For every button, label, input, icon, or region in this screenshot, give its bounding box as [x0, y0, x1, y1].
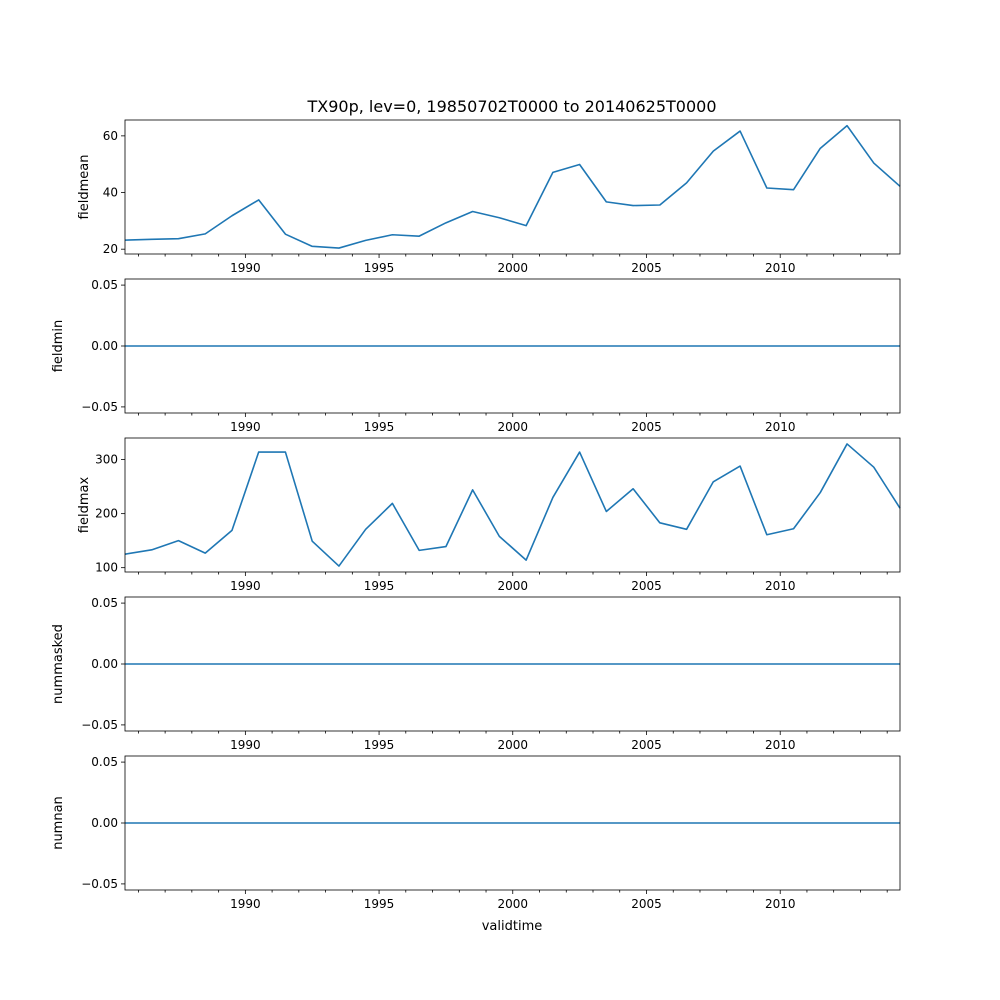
fieldmean-y-tick-label: 40: [103, 186, 118, 200]
fieldmin-y-tick-label: 0.05: [91, 278, 118, 292]
fieldmin-x-tick-label: 2010: [765, 420, 796, 434]
nummasked-y-axis-label: nummasked: [51, 624, 66, 704]
fieldmax-x-tick-label: 2010: [765, 579, 796, 593]
chart-title: TX90p, lev=0, 19850702T0000 to 20140625T…: [306, 97, 716, 116]
nummasked-y-tick-label: −0.05: [81, 718, 118, 732]
x-axis-label: validtime: [482, 919, 543, 934]
fieldmean-x-tick-label: 2000: [497, 261, 528, 275]
numnan-x-tick-label: 1995: [364, 897, 395, 911]
nummasked-y-tick-label: 0.00: [91, 657, 118, 671]
fieldmin-y-tick-label: 0.00: [91, 339, 118, 353]
fieldmin-x-tick-label: 1995: [364, 420, 395, 434]
numnan-x-tick-label: 2010: [765, 897, 796, 911]
nummasked-x-tick-label: 2005: [631, 738, 662, 752]
fieldmean-x-tick-label: 2010: [765, 261, 796, 275]
fieldmean-x-tick-label: 2005: [631, 261, 662, 275]
fieldmin-x-tick-label: 2005: [631, 420, 662, 434]
fieldmean-y-tick-label: 60: [103, 129, 118, 143]
numnan-y-axis-label: numnan: [51, 796, 66, 850]
fieldmean-series-line: [124, 124, 901, 249]
nummasked-x-tick-label: 2000: [497, 738, 528, 752]
numnan-x-tick-label: 2005: [631, 897, 662, 911]
numnan-x-tick-label: 2000: [497, 897, 528, 911]
fieldmax-x-tick-label: 2005: [631, 579, 662, 593]
fieldmax-series-line: [124, 443, 901, 567]
fieldmax-x-tick-label: 2000: [497, 579, 528, 593]
numnan-y-tick-label: 0.00: [91, 816, 118, 830]
fieldmin-x-tick-label: 2000: [497, 420, 528, 434]
numnan-y-tick-label: 0.05: [91, 755, 118, 769]
fieldmax-y-tick-label: 300: [95, 453, 118, 467]
nummasked-y-tick-label: 0.05: [91, 596, 118, 610]
subplot-nummasked: −0.05 0.00 0.05 nummasked 1990 1995 2000 2005 20…: [51, 596, 901, 752]
fieldmin-y-tick-label: −0.05: [81, 400, 118, 414]
fieldmean-y-axis-label: fieldmean: [77, 155, 92, 220]
fieldmax-x-tick-label: 1995: [364, 579, 395, 593]
fieldmax-x-tick-label: 1990: [230, 579, 261, 593]
nummasked-x-tick-label: 1990: [230, 738, 261, 752]
fieldmin-x-tick-label: 1990: [230, 420, 261, 434]
fieldmax-y-axis-label: fieldmax: [77, 477, 92, 534]
fieldmean-y-tick-label: 20: [103, 242, 118, 256]
subplot-fieldmean: 20 40 60 fieldmean 1990 1995 2000 2005 2010: [77, 119, 901, 275]
fieldmax-y-tick-label: 200: [95, 507, 118, 521]
fieldmax-y-tick-label: 100: [95, 561, 118, 575]
subplot-numnan: −0.05 0.00 0.05 numnan 1990 1995 2000 2005 2010: [51, 755, 901, 911]
nummasked-x-tick-label: 2010: [765, 738, 796, 752]
fieldmean-x-tick-label: 1995: [364, 261, 395, 275]
fieldmean-x-tick-label: 1990: [230, 261, 261, 275]
numnan-y-tick-label: −0.05: [81, 877, 118, 891]
fieldmin-y-axis-label: fieldmin: [51, 320, 66, 373]
numnan-x-tick-label: 1990: [230, 897, 261, 911]
nummasked-x-tick-label: 1995: [364, 738, 395, 752]
subplot-fieldmin: −0.05 0.00 0.05 fieldmin 1990 1995 2000 2005 201…: [51, 278, 901, 434]
